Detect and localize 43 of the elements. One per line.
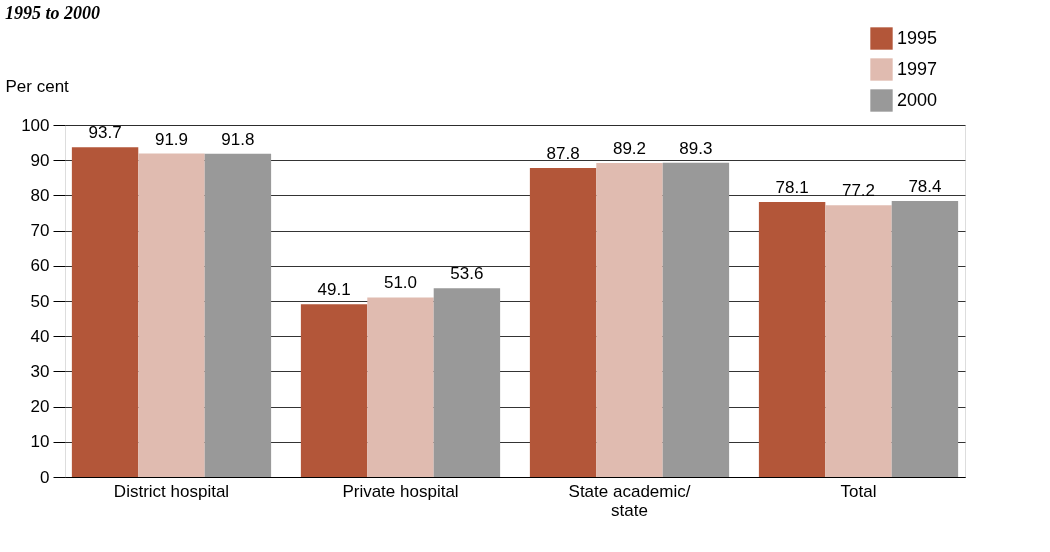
x-tick-label: State academic/ state bbox=[568, 481, 691, 520]
y-tick-label: 50 bbox=[30, 291, 50, 311]
x-tick-label: District hospital bbox=[113, 481, 230, 501]
bar bbox=[433, 288, 501, 477]
bar bbox=[138, 153, 205, 477]
data-label: 49.1 bbox=[317, 280, 351, 300]
y-tick-label: 100 bbox=[21, 115, 50, 135]
data-label: 78.1 bbox=[775, 178, 809, 198]
data-label: 51.0 bbox=[383, 273, 418, 293]
data-label: 91.9 bbox=[154, 129, 189, 149]
data-label: 91.8 bbox=[221, 129, 255, 149]
bar bbox=[662, 162, 730, 477]
y-tick-label: 30 bbox=[30, 361, 50, 381]
y-tick-label: 20 bbox=[30, 397, 50, 417]
bar bbox=[367, 297, 434, 477]
x-tick-label: Private hospital bbox=[342, 481, 459, 501]
bar bbox=[825, 205, 892, 477]
bar bbox=[596, 163, 663, 477]
y-tick-label: 60 bbox=[30, 256, 50, 276]
bar bbox=[758, 202, 826, 477]
data-label: 87.8 bbox=[546, 143, 580, 163]
bar bbox=[71, 147, 139, 477]
x-tick-label: Total bbox=[840, 481, 877, 501]
data-label: 78.4 bbox=[908, 177, 942, 197]
data-label: 53.6 bbox=[450, 264, 484, 284]
data-label: 89.3 bbox=[679, 138, 713, 158]
y-tick-label: 10 bbox=[30, 432, 50, 452]
bar bbox=[300, 304, 368, 477]
y-tick-label: 40 bbox=[30, 326, 50, 346]
bar bbox=[891, 201, 959, 477]
y-tick-label: 80 bbox=[30, 185, 50, 205]
legend-label: 1997 bbox=[897, 58, 938, 79]
y-tick-label: 70 bbox=[30, 221, 50, 241]
bar bbox=[204, 153, 272, 477]
chart-title: 1995 to 2000 bbox=[5, 3, 101, 23]
y-tick-label: 0 bbox=[40, 467, 50, 487]
bar bbox=[529, 167, 597, 477]
legend-label: 2000 bbox=[897, 89, 938, 110]
data-label: 93.7 bbox=[88, 123, 122, 143]
legend-label: 1995 bbox=[897, 27, 938, 48]
y-tick-label: 90 bbox=[30, 150, 50, 170]
data-label: 89.2 bbox=[612, 139, 647, 159]
y-axis-title: Per cent bbox=[5, 76, 70, 96]
